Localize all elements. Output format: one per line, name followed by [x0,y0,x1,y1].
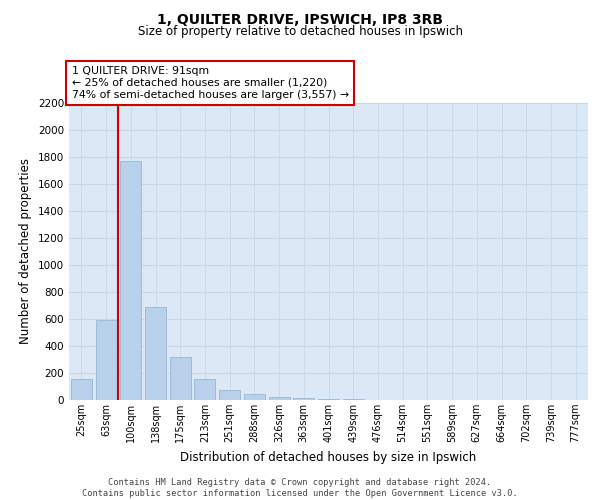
Bar [145,306,166,400]
Text: 1, QUILTER DRIVE, IPSWICH, IP8 3RB: 1, QUILTER DRIVE, IPSWICH, IP8 3RB [157,12,443,26]
Bar [244,394,265,400]
Text: Contains HM Land Registry data © Crown copyright and database right 2024.
Contai: Contains HM Land Registry data © Crown c… [82,478,518,498]
Bar [269,396,290,400]
Bar [219,390,240,400]
Bar [194,378,215,400]
Bar [95,320,116,400]
Text: 1 QUILTER DRIVE: 91sqm
← 25% of detached houses are smaller (1,220)
74% of semi-: 1 QUILTER DRIVE: 91sqm ← 25% of detached… [71,66,349,100]
Bar [170,356,191,400]
Y-axis label: Number of detached properties: Number of detached properties [19,158,32,344]
Bar [71,379,92,400]
X-axis label: Distribution of detached houses by size in Ipswich: Distribution of detached houses by size … [181,450,476,464]
Bar [293,398,314,400]
Text: Size of property relative to detached houses in Ipswich: Size of property relative to detached ho… [137,25,463,38]
Bar [120,160,141,400]
Bar [318,398,339,400]
